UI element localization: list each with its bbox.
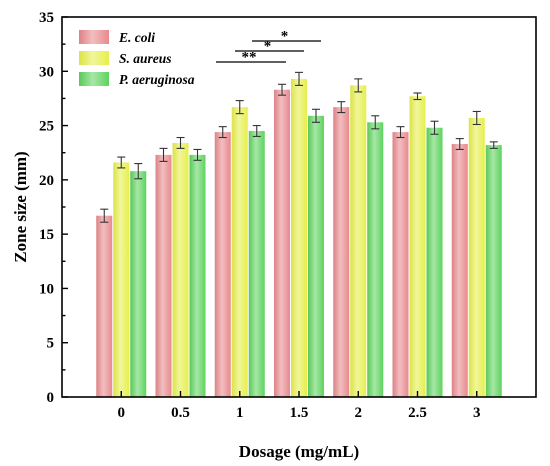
- y-tick-label: 0: [47, 390, 55, 406]
- bar: [189, 154, 206, 397]
- bar: [350, 85, 367, 398]
- bar: [130, 171, 147, 397]
- bars-group: [96, 71, 502, 398]
- y-tick-label: 35: [39, 10, 54, 26]
- y-tick-label: 5: [47, 336, 55, 352]
- legend-swatch: [79, 72, 109, 86]
- y-tick-label: 10: [39, 281, 54, 297]
- bar: [409, 96, 426, 397]
- bar: [308, 115, 324, 398]
- x-tick-label: 0: [118, 405, 126, 421]
- x-tick-label: 1.5: [290, 405, 309, 421]
- legend-swatch: [79, 30, 109, 44]
- legend-label: E. coli: [118, 30, 155, 45]
- bar: [96, 215, 113, 397]
- y-tick-label: 30: [39, 64, 54, 80]
- x-tick-label: 2.5: [408, 405, 427, 421]
- bar: [392, 132, 409, 398]
- bar: [333, 107, 350, 397]
- bar: [155, 154, 172, 397]
- bar: [274, 89, 290, 397]
- bar: [214, 132, 231, 398]
- axes-group: 0 5 10 15 20 25 30 35 0 0.5 1 1.5 2 2.5 3: [39, 10, 537, 421]
- bar: [291, 78, 307, 397]
- bar: [451, 144, 468, 397]
- bar: [113, 162, 130, 397]
- bar: [426, 127, 443, 397]
- bar: [367, 122, 384, 398]
- legend-label: P. aeruginosa: [119, 72, 195, 87]
- x-axis-title: Dosage (mg/mL): [239, 442, 359, 461]
- bar: [231, 107, 248, 397]
- bar: [172, 142, 189, 397]
- x-tick-label: 1: [236, 405, 244, 421]
- y-tick-label: 15: [39, 227, 54, 243]
- x-tick-label: 3: [473, 405, 481, 421]
- significance-label: *: [264, 39, 272, 55]
- bar: [248, 131, 265, 397]
- y-axis-title: Zone size (mm): [11, 151, 30, 262]
- x-tick-label: 2: [355, 405, 363, 421]
- legend-label: S. aureus: [119, 51, 172, 66]
- y-tick-label: 20: [39, 173, 54, 189]
- x-tick-label: 0.5: [171, 405, 190, 421]
- significance-label: *: [281, 29, 289, 45]
- bar: [485, 145, 502, 397]
- significance-markers: ****: [216, 29, 321, 66]
- y-tick-label: 25: [39, 119, 54, 135]
- legend-swatch: [79, 51, 109, 65]
- bar: [468, 117, 485, 397]
- legend: E. coli S. aureus P. aeruginosa: [79, 30, 195, 87]
- significance-label: **: [242, 50, 257, 66]
